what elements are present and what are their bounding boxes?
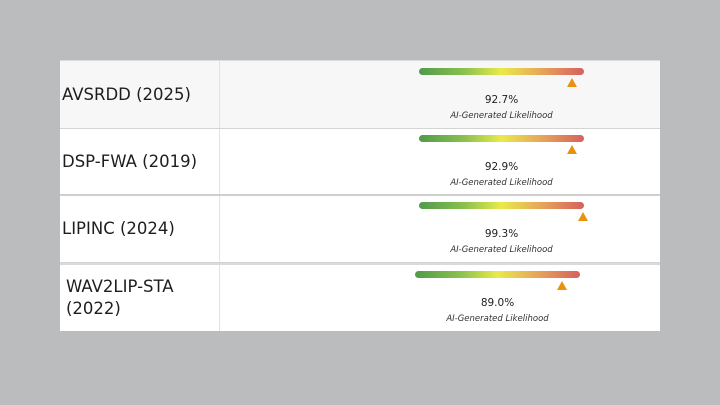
likelihood-marker-icon (577, 212, 588, 221)
table-row: AVSRDD (2025) 92.7% AI-Generated Likelih… (60, 60, 660, 129)
likelihood-caption: AI-Generated Likelihood (450, 111, 553, 121)
detector-name: DSP-FWA (2019) (62, 152, 198, 171)
likelihood-marker-icon (566, 78, 577, 87)
likelihood-marker-icon (567, 145, 578, 154)
table-row: DSP-FWA (2019) 92.9% AI-Generated Likeli… (60, 129, 660, 196)
detector-name: WAV2LIP-STA (2022) (66, 277, 174, 318)
detector-name: LIPINC (2024) (62, 219, 175, 238)
likelihood-marker-icon (556, 281, 567, 290)
likelihood-score: 92.9% (484, 161, 519, 173)
likelihood-gradient-bar (415, 271, 580, 278)
likelihood-caption: AI-Generated Likelihood (450, 245, 553, 255)
detector-name-cell: DSP-FWA (2019) (60, 129, 220, 195)
likelihood-gradient-bar (419, 68, 584, 75)
detector-name-cell: WAV2LIP-STA (2022) (60, 265, 220, 331)
likelihood-meter: 99.3% AI-Generated Likelihood (419, 202, 588, 258)
likelihood-caption: AI-Generated Likelihood (450, 178, 553, 188)
likelihood-meter: 89.0% AI-Generated Likelihood (415, 271, 580, 327)
likelihood-meter: 92.7% AI-Generated Likelihood (419, 68, 584, 124)
likelihood-score: 92.7% (484, 94, 519, 106)
likelihood-gradient-bar (419, 202, 584, 209)
detector-results-table: AVSRDD (2025) 92.7% AI-Generated Likelih… (60, 60, 660, 331)
table-row: LIPINC (2024) 99.3% AI-Generated Likelih… (60, 194, 660, 263)
detector-name-cell: AVSRDD (2025) (60, 61, 220, 128)
likelihood-gradient-bar (419, 135, 584, 142)
likelihood-score: 99.3% (484, 228, 519, 240)
likelihood-score: 89.0% (480, 297, 515, 309)
table-row: WAV2LIP-STA (2022) 89.0% AI-Generated Li… (60, 263, 660, 331)
detector-name: AVSRDD (2025) (62, 84, 191, 104)
likelihood-meter: 92.9% AI-Generated Likelihood (419, 135, 584, 191)
likelihood-caption: AI-Generated Likelihood (446, 314, 549, 324)
detector-name-cell: LIPINC (2024) (60, 196, 220, 262)
